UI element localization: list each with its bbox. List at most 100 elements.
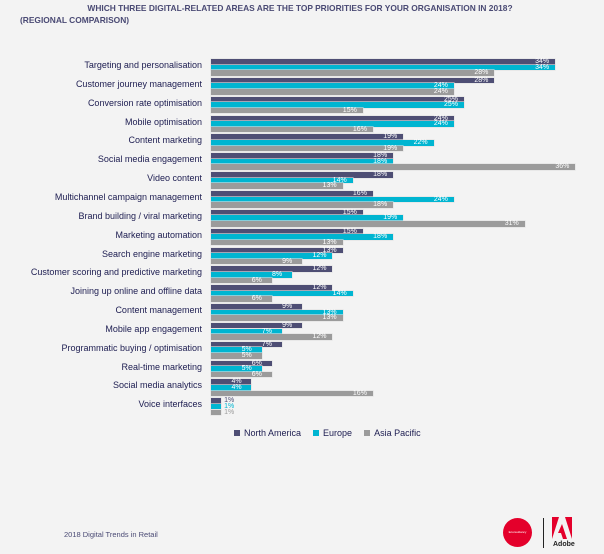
bar-north-america (211, 209, 363, 216)
data-label: 13% (322, 238, 337, 246)
data-label: 6% (251, 295, 262, 303)
data-label: 16% (352, 189, 367, 197)
bar-europe (211, 158, 394, 165)
category-label: Conversion rate optimisation (87, 97, 202, 108)
category-label: Brand building / viral marketing (78, 210, 202, 221)
category-label: Video content (147, 173, 202, 184)
category-label: Social media analytics (112, 380, 202, 391)
category-label: Multichannel campaign management (54, 191, 202, 202)
data-label: 13% (322, 182, 337, 190)
bar-europe (211, 253, 333, 259)
legend-label: Asia Pacific (374, 428, 421, 438)
legend-item-north-america: North America (234, 428, 301, 438)
bar-asia-pacific (211, 390, 373, 397)
category-label: Real-time marketing (121, 361, 202, 372)
bar-north-america (211, 228, 363, 235)
bar-asia-pacific (211, 371, 272, 378)
footer-text: 2018 Digital Trends in Retail (64, 530, 158, 539)
bar-asia-pacific (211, 164, 576, 171)
bar-asia-pacific (211, 352, 262, 359)
adobe-logo-icon (552, 517, 572, 539)
category-label: Customer journey management (75, 78, 202, 89)
data-label: 9% (282, 303, 293, 311)
bar-asia-pacific (211, 126, 373, 133)
bar-europe (211, 140, 434, 146)
data-label: 25% (444, 101, 459, 109)
bar-north-america (211, 379, 252, 386)
bar-europe (211, 366, 262, 372)
data-label: 9% (282, 321, 293, 329)
data-label: 18% (373, 152, 388, 160)
legend-swatch (234, 430, 240, 436)
bar-asia-pacific (211, 334, 333, 340)
legend-swatch (364, 430, 371, 436)
data-label: 15% (342, 208, 357, 216)
category-label: Content management (115, 305, 202, 316)
chart-title: WHICH THREE DIGITAL-RELATED AREAS ARE TH… (20, 2, 580, 26)
bar-asia-pacific (211, 277, 272, 284)
bar-europe (211, 328, 282, 335)
data-label: 7% (261, 327, 272, 335)
title-line-1: WHICH THREE DIGITAL-RELATED AREAS ARE TH… (87, 3, 513, 13)
bar-europe (211, 196, 454, 203)
data-label: 5% (241, 346, 252, 354)
bar-north-america (211, 266, 333, 272)
bar-europe (211, 290, 353, 297)
data-label: 9% (282, 257, 293, 265)
bar-asia-pacific (211, 145, 404, 152)
bar-north-america (211, 285, 333, 291)
data-label: 13% (322, 314, 337, 322)
category-label: Social media engagement (97, 154, 202, 165)
data-label: 31% (504, 220, 519, 227)
data-label: 1% (224, 397, 235, 405)
data-label: 1% (224, 402, 235, 410)
data-label: 36% (555, 163, 570, 171)
bar-europe (211, 102, 464, 108)
bar-europe (211, 403, 222, 410)
data-label: 19% (383, 214, 398, 222)
category-label: Content marketing (128, 135, 202, 146)
bar-north-america (211, 341, 282, 348)
category-label: Voice interfaces (138, 399, 202, 410)
category-label: Mobile optimisation (124, 116, 202, 127)
title-line-2: (REGIONAL COMPARISON) (20, 15, 130, 25)
bar-europe (211, 309, 343, 316)
category-label: Mobile app engagement (105, 323, 202, 334)
bar-north-america (211, 398, 222, 404)
data-label: 28% (474, 69, 489, 77)
bar-europe (211, 177, 353, 184)
data-label: 24% (433, 82, 448, 90)
bar-north-america (211, 115, 454, 122)
data-label: 24% (433, 88, 448, 96)
data-label: 24% (433, 195, 448, 203)
data-label: 6% (251, 370, 262, 378)
legend: North America Europe Asia Pacific (234, 428, 421, 438)
bar-asia-pacific (211, 89, 454, 95)
data-label: 18% (373, 233, 388, 241)
data-label: 22% (413, 139, 428, 146)
category-label: Programmatic buying / optimisation (61, 342, 202, 353)
category-label: Marketing automation (115, 229, 202, 240)
data-label: 12% (312, 252, 327, 260)
legend-item-asia-pacific: Asia Pacific (364, 428, 421, 438)
data-label: 5% (241, 365, 252, 373)
data-label: 14% (332, 176, 347, 184)
data-label: 12% (312, 265, 327, 273)
data-label: 1% (224, 408, 235, 416)
bar-europe (211, 215, 404, 221)
bar-europe (211, 64, 556, 71)
bar-north-america (211, 322, 303, 329)
econsultancy-logo: Econsultancy (503, 518, 532, 547)
data-label: 16% (352, 389, 367, 397)
bar-asia-pacific (211, 315, 343, 321)
data-label: 34% (535, 63, 550, 71)
bar-north-america (211, 153, 394, 159)
bar-asia-pacific (211, 296, 272, 302)
bar-asia-pacific (211, 409, 222, 416)
data-label: 4% (231, 378, 242, 386)
bar-asia-pacific (211, 258, 303, 265)
bar-europe (211, 234, 394, 240)
bar-asia-pacific (211, 239, 343, 246)
category-label: Search engine marketing (101, 248, 202, 259)
bar-asia-pacific (211, 70, 495, 76)
